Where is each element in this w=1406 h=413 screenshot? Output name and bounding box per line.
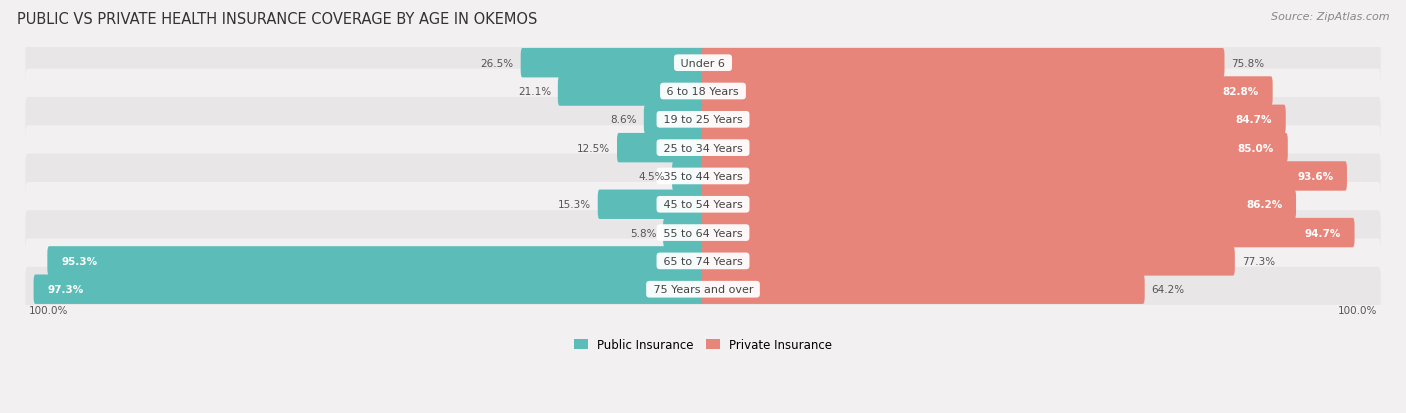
FancyBboxPatch shape: [702, 247, 1234, 276]
Text: 100.0%: 100.0%: [28, 305, 67, 315]
Text: 97.3%: 97.3%: [48, 285, 83, 294]
Text: 100.0%: 100.0%: [1339, 305, 1378, 315]
FancyBboxPatch shape: [48, 247, 704, 276]
FancyBboxPatch shape: [617, 133, 704, 163]
Text: 21.1%: 21.1%: [517, 87, 551, 97]
Text: 4.5%: 4.5%: [638, 171, 665, 182]
FancyBboxPatch shape: [520, 49, 704, 78]
Text: 75.8%: 75.8%: [1232, 59, 1264, 69]
Text: 8.6%: 8.6%: [610, 115, 637, 125]
FancyBboxPatch shape: [598, 190, 704, 219]
Text: 65 to 74 Years: 65 to 74 Years: [659, 256, 747, 266]
FancyBboxPatch shape: [25, 239, 1381, 284]
FancyBboxPatch shape: [702, 105, 1285, 135]
FancyBboxPatch shape: [25, 267, 1381, 312]
FancyBboxPatch shape: [702, 77, 1272, 107]
Text: 77.3%: 77.3%: [1241, 256, 1275, 266]
Text: Under 6: Under 6: [678, 59, 728, 69]
FancyBboxPatch shape: [34, 275, 704, 304]
Legend: Public Insurance, Private Insurance: Public Insurance, Private Insurance: [569, 333, 837, 356]
Text: 26.5%: 26.5%: [481, 59, 513, 69]
FancyBboxPatch shape: [672, 162, 704, 191]
Text: 45 to 54 Years: 45 to 54 Years: [659, 200, 747, 210]
Text: 15.3%: 15.3%: [558, 200, 591, 210]
Text: PUBLIC VS PRIVATE HEALTH INSURANCE COVERAGE BY AGE IN OKEMOS: PUBLIC VS PRIVATE HEALTH INSURANCE COVER…: [17, 12, 537, 27]
Text: 64.2%: 64.2%: [1152, 285, 1185, 294]
Text: 82.8%: 82.8%: [1223, 87, 1258, 97]
FancyBboxPatch shape: [558, 77, 704, 107]
Text: 86.2%: 86.2%: [1246, 200, 1282, 210]
Text: Source: ZipAtlas.com: Source: ZipAtlas.com: [1271, 12, 1389, 22]
Text: 6 to 18 Years: 6 to 18 Years: [664, 87, 742, 97]
Text: 84.7%: 84.7%: [1236, 115, 1272, 125]
Text: 12.5%: 12.5%: [576, 143, 610, 153]
FancyBboxPatch shape: [702, 162, 1347, 191]
Text: 25 to 34 Years: 25 to 34 Years: [659, 143, 747, 153]
FancyBboxPatch shape: [702, 275, 1144, 304]
Text: 95.3%: 95.3%: [60, 256, 97, 266]
FancyBboxPatch shape: [702, 190, 1296, 219]
FancyBboxPatch shape: [25, 211, 1381, 255]
FancyBboxPatch shape: [702, 133, 1288, 163]
Text: 94.7%: 94.7%: [1305, 228, 1341, 238]
FancyBboxPatch shape: [25, 126, 1381, 171]
FancyBboxPatch shape: [702, 218, 1354, 248]
Text: 93.6%: 93.6%: [1298, 171, 1333, 182]
Text: 85.0%: 85.0%: [1237, 143, 1274, 153]
Text: 19 to 25 Years: 19 to 25 Years: [659, 115, 747, 125]
FancyBboxPatch shape: [25, 41, 1381, 86]
Text: 55 to 64 Years: 55 to 64 Years: [659, 228, 747, 238]
FancyBboxPatch shape: [664, 218, 704, 248]
Text: 75 Years and over: 75 Years and over: [650, 285, 756, 294]
FancyBboxPatch shape: [25, 69, 1381, 114]
FancyBboxPatch shape: [644, 105, 704, 135]
FancyBboxPatch shape: [25, 183, 1381, 227]
FancyBboxPatch shape: [25, 98, 1381, 142]
Text: 35 to 44 Years: 35 to 44 Years: [659, 171, 747, 182]
FancyBboxPatch shape: [702, 49, 1225, 78]
FancyBboxPatch shape: [25, 154, 1381, 199]
Text: 5.8%: 5.8%: [630, 228, 657, 238]
